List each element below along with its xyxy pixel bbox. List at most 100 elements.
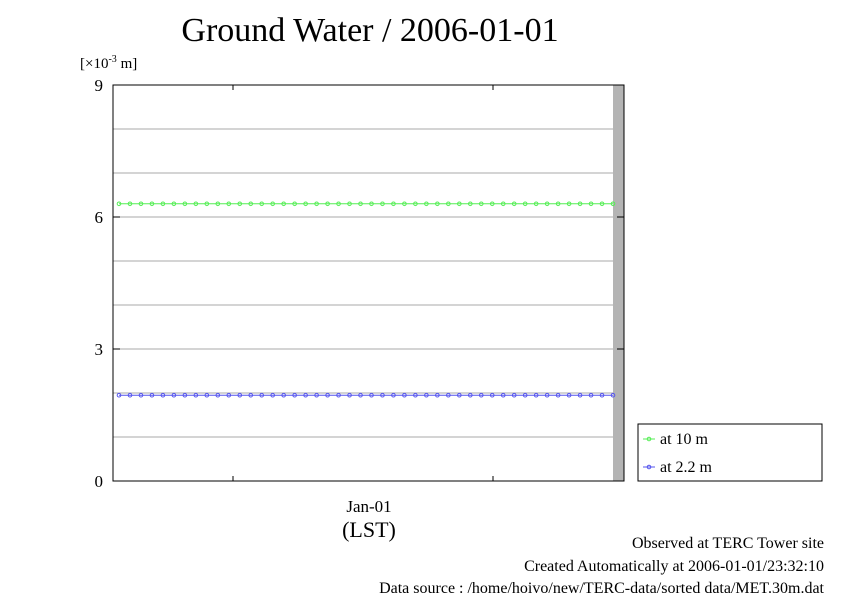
series-point: [555, 201, 561, 207]
series-point: [149, 201, 155, 207]
series-point: [413, 392, 418, 398]
series-point: [237, 392, 243, 398]
series-point: [193, 392, 199, 398]
series-point: [314, 392, 319, 398]
series-point: [500, 392, 506, 398]
series-point: [149, 392, 155, 398]
y-tick-label: 9: [95, 76, 104, 95]
series-point: [116, 201, 122, 207]
series-point: [325, 392, 330, 398]
series-point: [435, 392, 440, 398]
series-point: [599, 201, 605, 207]
series-point: [237, 201, 243, 207]
series-point: [533, 392, 539, 398]
no-data-band: [613, 85, 624, 481]
legend-label-2-2m: at 2.2 m: [660, 459, 713, 476]
series-point: [281, 201, 286, 207]
series-point: [347, 201, 352, 207]
series-point: [226, 201, 232, 207]
legend-marker-10m: [646, 436, 652, 442]
series-point: [347, 392, 352, 398]
series-point: [402, 201, 407, 207]
series-point: [413, 201, 418, 207]
series-point: [533, 201, 539, 207]
footer-observed: Observed at TERC Tower site: [631, 535, 824, 552]
series-point: [369, 201, 374, 207]
series-point: [511, 392, 517, 398]
series-point: [193, 201, 199, 207]
footer-data-source: Data source : /home/hoivo/new/TERC-data/…: [379, 580, 824, 597]
series-point: [160, 392, 166, 398]
legend-box: [637, 423, 823, 482]
series-point: [358, 201, 363, 207]
series-point: [446, 201, 451, 207]
y-axis: 0 3 6 9: [95, 76, 624, 491]
x-axis: Jan-01 (LST): [232, 85, 494, 542]
series-point: [325, 201, 330, 207]
series-point: [566, 392, 572, 398]
y-axis-unit-suffix: m]: [116, 56, 138, 72]
series-point: [467, 392, 473, 398]
series-point: [127, 201, 133, 207]
series-point: [259, 201, 265, 207]
series-point: [424, 392, 429, 398]
series-point: [511, 201, 517, 207]
series-point: [577, 392, 583, 398]
series-point: [369, 392, 374, 398]
series-point: [478, 201, 484, 207]
series-point: [292, 201, 297, 207]
series-point: [215, 392, 221, 398]
series-group: [116, 201, 616, 398]
series-point: [138, 201, 144, 207]
series-point: [424, 201, 429, 207]
series-point: [314, 201, 319, 207]
series-point: [336, 392, 341, 398]
series-point: [303, 392, 308, 398]
series-point: [588, 392, 594, 398]
series-point: [555, 392, 561, 398]
series-point: [467, 201, 473, 207]
legend-label-10m: at 10 m: [660, 431, 709, 448]
series-point: [522, 392, 528, 398]
series-point: [588, 201, 594, 207]
series-point: [522, 201, 528, 207]
series-point: [270, 392, 275, 398]
series-point: [358, 392, 363, 398]
legend: at 10 m at 2.2 m: [637, 423, 823, 482]
series-point: [160, 201, 166, 207]
series-point: [171, 392, 177, 398]
series-point: [610, 201, 616, 207]
series-point: [478, 392, 484, 398]
series-point: [215, 201, 221, 207]
series-point: [544, 201, 550, 207]
series-point: [566, 201, 572, 207]
chart-title: Ground Water / 2006-01-01: [181, 12, 559, 49]
series-point: [489, 201, 495, 207]
series-point: [127, 392, 133, 398]
series-point: [270, 201, 275, 207]
series-point: [171, 201, 177, 207]
series-point: [259, 392, 265, 398]
series-point: [336, 201, 341, 207]
y-axis-unit-prefix: [×10: [80, 56, 109, 72]
x-axis-title: (LST): [342, 517, 396, 542]
series-point: [599, 392, 605, 398]
series-point: [489, 392, 495, 398]
grid: [113, 128, 624, 438]
series-point: [380, 392, 385, 398]
series-point: [292, 392, 297, 398]
series-point: [248, 201, 254, 207]
series-point: [391, 392, 396, 398]
y-axis-unit-exponent: -3: [108, 54, 117, 65]
plot-frame: [112, 84, 625, 482]
y-tick-label: 3: [95, 340, 104, 359]
y-tick-label: 6: [95, 208, 104, 227]
series-point: [303, 201, 308, 207]
series-point: [226, 392, 232, 398]
series-point: [500, 201, 506, 207]
series-point: [182, 392, 188, 398]
x-tick-label: Jan-01: [346, 497, 391, 516]
series-point: [457, 392, 462, 398]
series-point: [248, 392, 254, 398]
series-point: [610, 392, 616, 398]
